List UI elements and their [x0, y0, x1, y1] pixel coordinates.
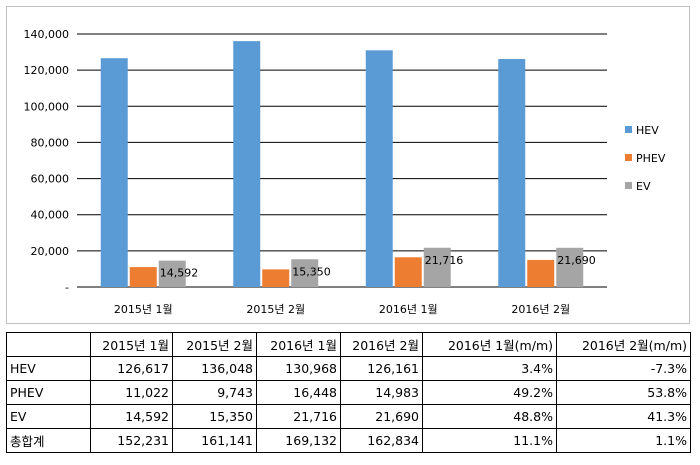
legend-swatch: [625, 154, 632, 161]
table-cell: 14,592: [90, 404, 173, 429]
table-cell: 130,968: [256, 356, 341, 381]
y-tick-label: 80,000: [31, 136, 70, 149]
table-row: PHEV 11,022 9,743 16,448 14,983 49.2% 53…: [6, 380, 691, 405]
legend-label: EV: [636, 180, 651, 193]
table-cell: 21,690: [340, 404, 423, 429]
header-cell: 2016년 1월: [256, 332, 341, 357]
x-tick-label: 2016년 1월: [379, 303, 438, 316]
bar-ev: [556, 247, 584, 287]
table-cell: 126,161: [340, 356, 423, 381]
row-label: 총합계: [6, 428, 91, 453]
data-label: 14,592: [160, 267, 199, 280]
data-label: 15,350: [292, 265, 331, 278]
table-row-total: 총합계 152,231 161,141 169,132 162,834 11.1…: [6, 428, 691, 453]
bar-hev: [100, 58, 128, 287]
x-tick-label: 2016년 2월: [511, 303, 570, 316]
header-cell: 2016년 2월: [340, 332, 423, 357]
table-cell: 161,141: [172, 428, 257, 453]
y-tick-label: 120,000: [24, 64, 70, 77]
x-tick-label: 2015년 1월: [114, 303, 173, 316]
data-table: 2015년 1월 2015년 2월 2016년 1월 2016년 2월 2016…: [6, 332, 691, 453]
y-tick-label: 100,000: [24, 100, 70, 113]
y-tick-label: 60,000: [31, 173, 70, 186]
table-cell: 3.4%: [422, 356, 557, 381]
table-row: HEV 126,617 136,048 130,968 126,161 3.4%…: [6, 356, 691, 381]
legend-label: PHEV: [636, 152, 666, 165]
bar-hev: [365, 50, 393, 287]
chart-area: - 20,000 40,000 60,000 80,000 100,000 120,000 1…: [6, 6, 690, 324]
data-label: 21,690: [557, 254, 596, 267]
table-cell: 48.8%: [422, 404, 557, 429]
table-cell: 14,983: [340, 380, 423, 405]
data-label: 21,716: [425, 254, 464, 267]
table-cell: 169,132: [256, 428, 341, 453]
y-tick-label: 40,000: [31, 209, 70, 222]
bar-hev: [233, 41, 261, 287]
table-cell: 21,716: [256, 404, 341, 429]
row-label: HEV: [6, 356, 91, 381]
header-cell: 2016년 1월(m/m): [422, 332, 557, 357]
table-cell: 49.2%: [422, 380, 557, 405]
x-tick-label: 2015년 2월: [246, 303, 305, 316]
legend-swatch: [625, 182, 632, 189]
table-cell: 16,448: [256, 380, 341, 405]
header-cell: 2016년 2월(m/m): [556, 332, 691, 357]
table-cell: 1.1%: [556, 428, 691, 453]
table-cell: 53.8%: [556, 380, 691, 405]
row-label: PHEV: [6, 380, 91, 405]
header-cell: 2015년 1월: [90, 332, 173, 357]
table-cell: 152,231: [90, 428, 173, 453]
y-tick-label: 140,000: [24, 28, 70, 41]
legend-swatch: [625, 126, 632, 133]
y-tick-label: -: [65, 281, 69, 294]
bar-phev: [394, 257, 422, 287]
bar-phev: [262, 269, 290, 287]
table-header-row: 2015년 1월 2015년 2월 2016년 1월 2016년 2월 2016…: [6, 332, 691, 357]
table-cell: 126,617: [90, 356, 173, 381]
bar-ev: [423, 247, 451, 287]
table-row: EV 14,592 15,350 21,716 21,690 48.8% 41.…: [6, 404, 691, 429]
bar-phev: [527, 259, 555, 287]
table-cell: 15,350: [172, 404, 257, 429]
header-cell: 2015년 2월: [172, 332, 257, 357]
table-cell: 136,048: [172, 356, 257, 381]
table-cell: -7.3%: [556, 356, 691, 381]
table-cell: 11,022: [90, 380, 173, 405]
table-cell: 11.1%: [422, 428, 557, 453]
header-cell: [6, 332, 91, 357]
y-tick-label: 20,000: [31, 245, 70, 258]
legend-label: HEV: [636, 124, 659, 137]
bar-ev: [291, 259, 319, 287]
table-cell: 41.3%: [556, 404, 691, 429]
bar-phev: [129, 267, 157, 287]
table-cell: 9,743: [172, 380, 257, 405]
bar-ev: [158, 260, 186, 287]
bar-chart: - 20,000 40,000 60,000 80,000 100,000 120,000 1…: [24, 28, 666, 316]
row-label: EV: [6, 404, 91, 429]
table-cell: 162,834: [340, 428, 423, 453]
bar-hev: [498, 59, 526, 287]
